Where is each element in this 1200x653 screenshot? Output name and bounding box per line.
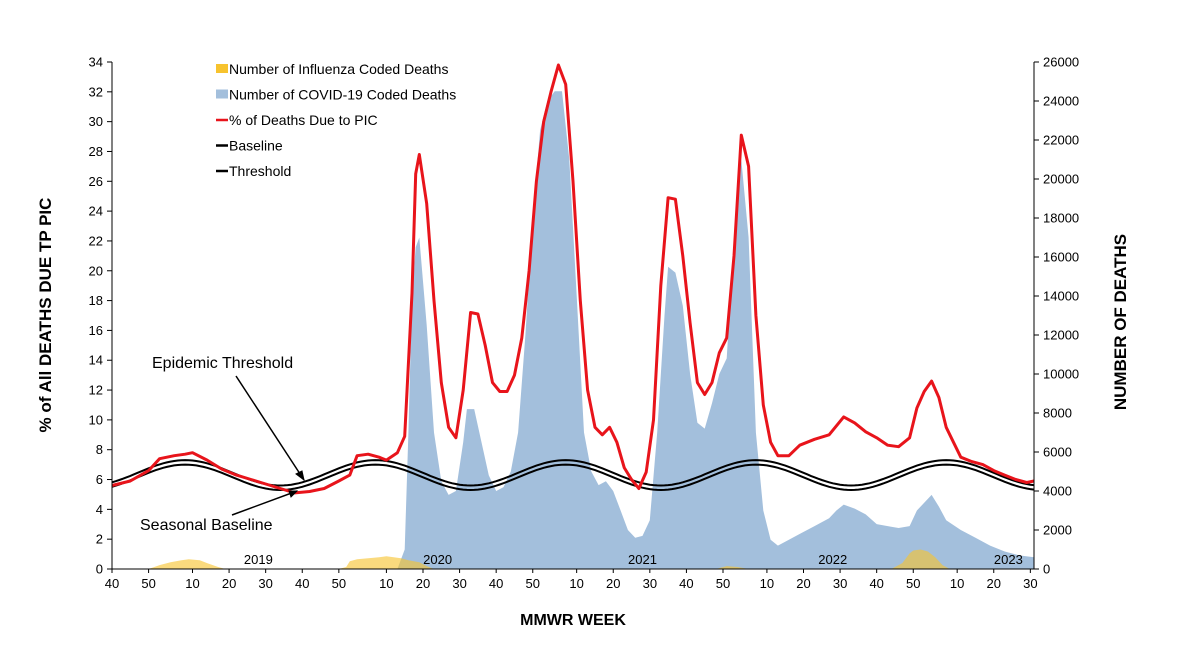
left-tick-label: 6 [96,472,103,487]
axes: 0246810121416182022242628303234020004000… [36,55,1130,630]
left-tick-label: 18 [89,293,103,308]
x-tick-label: 40 [679,576,693,591]
left-tick-label: 14 [89,353,103,368]
seasonal-baseline-label: Seasonal Baseline [140,517,273,534]
left-tick-label: 4 [96,502,103,517]
x-tick-label: 50 [906,576,920,591]
right-tick-label: 2000 [1043,523,1072,538]
right-tick-label: 24000 [1043,94,1079,109]
x-tick-label: 10 [379,576,393,591]
influenza-deaths-area [112,549,1034,569]
x-tick-label: 50 [332,576,346,591]
x-tick-label: 10 [760,576,774,591]
x-tick-label: 30 [258,576,272,591]
year-label: 2021 [628,552,657,567]
plot-area [111,63,1035,570]
year-label: 2023 [994,552,1023,567]
right-tick-label: 12000 [1043,328,1079,343]
year-label: 2019 [244,552,273,567]
x-tick-label: 20 [987,576,1001,591]
right-tick-label: 26000 [1043,55,1079,70]
left-tick-label: 12 [89,383,103,398]
right-tick-label: 20000 [1043,172,1079,187]
right-tick-label: 0 [1043,562,1050,577]
epidemic-threshold-label: Epidemic Threshold [152,355,293,372]
left-tick-label: 32 [89,84,103,99]
epidemic-threshold-arrow [235,375,305,481]
legend-label: Baseline [229,138,283,154]
legend-label: Threshold [229,163,291,179]
right-tick-label: 14000 [1043,289,1079,304]
right-tick-label: 16000 [1043,250,1079,265]
left-tick-label: 26 [89,174,103,189]
x-tick-label: 40 [869,576,883,591]
right-tick-label: 4000 [1043,484,1072,499]
x-tick-label: 10 [950,576,964,591]
x-tick-label: 40 [105,576,119,591]
x-tick-label: 30 [643,576,657,591]
seasonal-baseline-arrow [231,490,298,516]
left-tick-label: 2 [96,532,103,547]
x-tick-label: 10 [185,576,199,591]
left-tick-label: 0 [96,562,103,577]
x-tick-label: 30 [452,576,466,591]
x-tick-label: 40 [489,576,503,591]
left-tick-label: 8 [96,442,103,457]
x-tick-label: 50 [716,576,730,591]
right-tick-label: 18000 [1043,211,1079,226]
annotations: Epidemic Threshold Seasonal Baseline [140,355,305,534]
right-axis-title: NUMBER OF DEATHS [1111,234,1130,410]
year-label: 2020 [423,552,452,567]
x-tick-label: 50 [141,576,155,591]
year-label: 2022 [818,552,847,567]
right-tick-label: 22000 [1043,133,1079,148]
legend: Number of Influenza Coded Deaths Number o… [216,61,456,179]
left-tick-label: 16 [89,323,103,338]
x-tick-label: 30 [1023,576,1037,591]
right-tick-label: 8000 [1043,406,1072,421]
pic-percent-line [111,63,1035,495]
left-tick-label: 30 [89,114,103,129]
covid-deaths-area [112,91,1034,570]
x-tick-label: 40 [295,576,309,591]
legend-label: % of Deaths Due to PIC [229,112,378,128]
right-tick-label: 6000 [1043,445,1072,460]
legend-label: Number of COVID-19 Coded Deaths [229,87,456,103]
left-tick-label: 22 [89,233,103,248]
legend-swatch [216,64,228,73]
x-tick-label: 30 [833,576,847,591]
left-tick-label: 10 [89,412,103,427]
x-tick-label: 20 [606,576,620,591]
x-axis-title: MMWR WEEK [520,612,626,629]
left-axis-title: % of All DEATHS DUE TP PIC [36,198,55,433]
x-tick-label: 20 [796,576,810,591]
epidemic-threshold-arrowhead [295,470,305,482]
legend-label: Number of Influenza Coded Deaths [229,61,448,77]
seasonal-baseline-arrowhead [288,490,299,498]
left-tick-label: 34 [89,55,103,70]
legend-swatch [216,89,228,99]
x-tick-label: 20 [416,576,430,591]
x-tick-label: 10 [569,576,583,591]
x-tick-label: 20 [222,576,236,591]
left-tick-label: 24 [89,204,103,219]
left-tick-label: 20 [89,263,103,278]
x-tick-label: 50 [526,576,540,591]
left-tick-label: 28 [89,144,103,159]
baseline-line [111,463,1035,492]
right-tick-label: 10000 [1043,367,1079,382]
